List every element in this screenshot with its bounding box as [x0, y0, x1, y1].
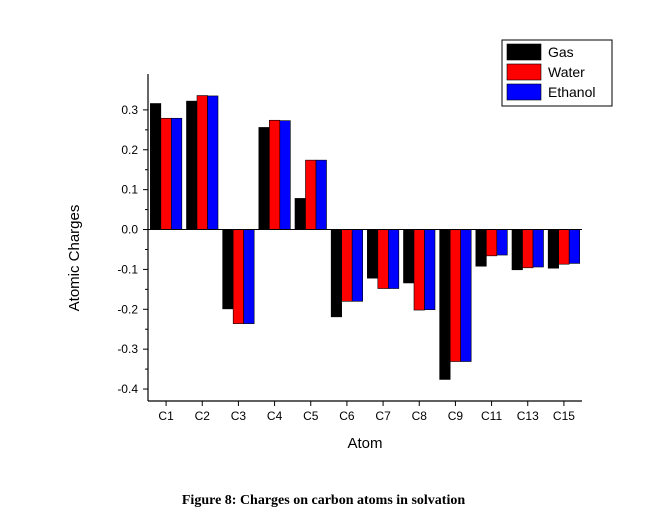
- y-axis-title: Atomic Charges: [66, 205, 83, 312]
- bar-ethanol-c2: [207, 95, 219, 230]
- bar-water-c7: [377, 229, 389, 289]
- y-tick-label: 0.1: [121, 183, 138, 197]
- bar-gas-c2: [186, 100, 198, 230]
- legend-label-water: Water: [548, 64, 585, 80]
- y-tick-label: -0.2: [117, 302, 138, 316]
- bar-water-c5: [305, 159, 317, 230]
- bar-ethanol-c7: [388, 229, 400, 289]
- bar-ethanol-c13: [532, 229, 544, 268]
- bar-ethanol-c4: [279, 120, 291, 230]
- legend-swatch-ethanol: [506, 83, 542, 101]
- y-tick-label: 0.0: [121, 223, 138, 237]
- bar-water-c9: [449, 229, 461, 362]
- legend: Gas Water Ethanol: [501, 39, 613, 107]
- bar-ethanol-c15: [568, 229, 580, 264]
- bar-ethanol-c11: [496, 229, 508, 256]
- bar-water-c2: [196, 95, 208, 230]
- legend-swatch-gas: [506, 43, 542, 61]
- bar-ethanol-c1: [171, 117, 183, 230]
- bar-water-c3: [232, 229, 244, 324]
- x-axis-title: Atom: [347, 435, 382, 452]
- bar-gas-c4: [258, 127, 270, 230]
- bar-gas-c3: [222, 229, 234, 310]
- bar-water-c8: [413, 229, 425, 311]
- legend-label-gas: Gas: [548, 44, 574, 60]
- bar-water-c4: [269, 119, 281, 230]
- y-tick-label: -0.4: [117, 382, 138, 396]
- bar-gas-c11: [475, 229, 487, 267]
- y-tick-label: 0.3: [121, 103, 138, 117]
- bar-gas-c8: [403, 229, 415, 284]
- x-tick-label: C8: [412, 409, 428, 423]
- x-tick-label: C9: [448, 409, 464, 423]
- legend-swatch-water: [506, 63, 542, 81]
- figure-caption: Figure 8: Charges on carbon atoms in sol…: [181, 493, 466, 508]
- bar-gas-c7: [367, 229, 379, 279]
- legend-label-ethanol: Ethanol: [548, 84, 595, 100]
- bar-gas-c9: [439, 229, 451, 380]
- x-tick-label: C7: [375, 409, 391, 423]
- x-tick-label: C11: [481, 409, 502, 423]
- bar-ethanol-c5: [315, 159, 327, 230]
- bar-gas-c1: [150, 103, 162, 230]
- bar-ethanol-c6: [351, 229, 363, 302]
- y-tick-label: 0.2: [121, 143, 138, 157]
- x-tick-label: C13: [517, 409, 539, 423]
- x-tick-label: C4: [267, 409, 283, 423]
- bar-water-c15: [558, 229, 570, 265]
- bar-gas-c13: [511, 229, 523, 271]
- y-tick-label: -0.1: [117, 262, 138, 276]
- x-tick-label: C5: [303, 409, 319, 423]
- ticks-layer: C1 C2 C3 C4 C5 C6 C7 C8 C9 C11 C13 C15 -0.4 -0.3 -0.2 -…: [117, 103, 575, 423]
- x-tick-label: C2: [195, 409, 211, 423]
- x-tick-label: C3: [231, 409, 247, 423]
- bar-water-c11: [486, 229, 498, 257]
- bar-ethanol-c3: [243, 229, 255, 324]
- bar-ethanol-c9: [460, 229, 472, 362]
- x-tick-label: C1: [158, 409, 174, 423]
- x-tick-label: C15: [553, 409, 575, 423]
- bar-water-c6: [341, 229, 353, 302]
- bar-gas-c6: [330, 229, 342, 318]
- bar-water-c1: [160, 117, 172, 230]
- bar-water-c13: [522, 229, 534, 269]
- bars-layer: [150, 95, 580, 380]
- bar-ethanol-c8: [424, 229, 436, 310]
- bar-gas-c15: [547, 229, 559, 269]
- bar-gas-c5: [294, 198, 306, 230]
- axes-layer: [147, 74, 582, 402]
- x-tick-label: C6: [339, 409, 355, 423]
- y-tick-label: -0.3: [117, 342, 138, 356]
